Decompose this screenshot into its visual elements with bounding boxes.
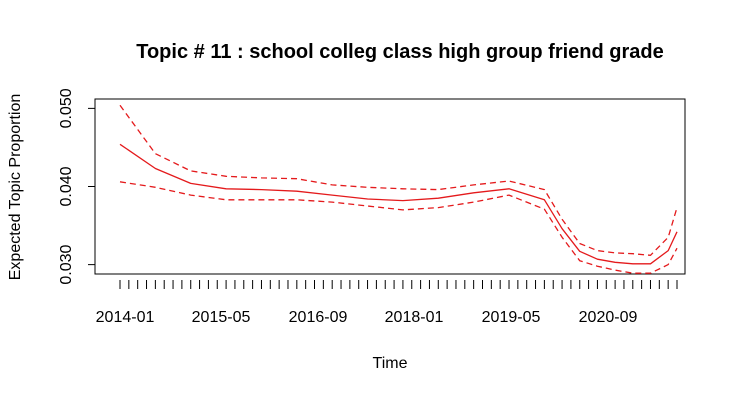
series-line-ci-2 [119, 181, 678, 274]
x-tick-label: 2015-05 [192, 309, 251, 326]
series-line-estimate [119, 143, 678, 265]
x-axis-label: Time [373, 355, 408, 372]
chart-title: Topic # 11 : school colleg class high gr… [136, 41, 664, 63]
x-tick-label: 2014-01 [96, 309, 155, 326]
y-axis-label: Expected Topic Proportion [7, 94, 24, 280]
x-axis: 2014-01 2015-05 2016-09 2018-01 2019-05 2020-… [96, 280, 678, 326]
y-tick-label: 0.030 [58, 244, 75, 284]
y-axis: 0.030 0.040 0.050 [58, 88, 95, 285]
x-tick-label: 2018-01 [385, 309, 444, 326]
y-tick-label: 0.050 [58, 88, 75, 128]
series-layer [119, 104, 678, 274]
series-line-ci-1 [119, 104, 678, 256]
y-tick-label: 0.040 [58, 166, 75, 206]
plot-frame [94, 98, 686, 275]
x-tick-label: 2019-05 [482, 309, 541, 326]
x-tick-label: 2020-09 [579, 309, 638, 326]
x-tick-label: 2016-09 [289, 309, 348, 326]
